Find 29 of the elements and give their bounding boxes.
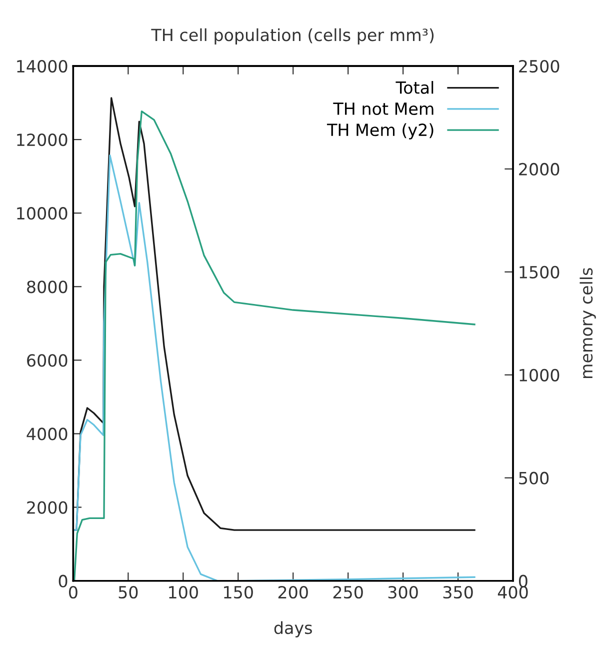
x-tick-label: 400 [498, 586, 528, 599]
y2-tick-label: 0 [518, 574, 528, 588]
legend-label: TH not Mem [333, 102, 434, 116]
x-tick-label: 250 [333, 586, 363, 599]
y2-tick-label: 1000 [520, 368, 560, 382]
y-tick-label: 12000 [17, 134, 68, 146]
y-tick-label: 4000 [26, 428, 68, 440]
y-tick-label: 2000 [27, 501, 68, 514]
y-tick-label: 10000 [17, 207, 68, 220]
x-tick-label: 50 [118, 586, 138, 599]
x-tick-label: 200 [278, 586, 308, 599]
y2-tick-label: 500 [519, 472, 549, 484]
x-tick-label: 300 [388, 586, 418, 599]
y2-axis-title: memory cells [580, 268, 596, 378]
x-axis-title: days [274, 621, 312, 638]
x-tick-label: 150 [224, 586, 253, 599]
legend-label: Total [396, 81, 434, 94]
x-tick-label: 100 [169, 586, 198, 599]
y2-tick-label: 1500 [520, 266, 560, 278]
legend-label: TH Mem (y2) [326, 123, 434, 140]
y-tick-label: 0 [58, 574, 68, 588]
x-tick-label: 350 [443, 586, 473, 599]
y-tick-label: 6000 [27, 354, 68, 367]
y2-tick-label: 2000 [519, 162, 560, 176]
y2-tick-label: 2500 [519, 60, 560, 73]
x-tick-label: 0 [68, 586, 78, 599]
chart-title: TH cell population (cells per mm³) [151, 28, 434, 44]
y-tick-label: 14000 [17, 60, 68, 73]
y-tick-label: 8000 [27, 280, 68, 294]
